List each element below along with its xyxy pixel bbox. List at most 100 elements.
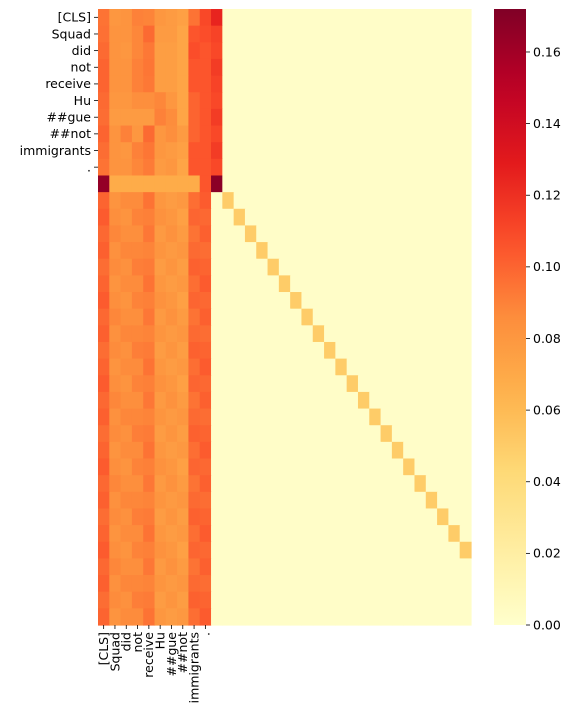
heatmap-cell xyxy=(211,375,223,393)
heatmap-cell xyxy=(244,458,257,476)
heatmap-cell xyxy=(188,341,201,360)
heatmap-cell xyxy=(346,441,359,460)
x-tick-label: immigrants xyxy=(186,632,201,703)
heatmap-cell xyxy=(391,58,404,77)
heatmap-cell xyxy=(244,341,257,360)
heatmap-cell xyxy=(391,158,404,177)
heatmap-cell xyxy=(256,508,269,526)
heatmap-cell xyxy=(120,275,133,293)
heatmap-cell xyxy=(414,425,427,443)
heatmap-cell xyxy=(267,25,280,43)
heatmap-cell xyxy=(154,525,167,543)
heatmap-cell xyxy=(357,375,370,393)
heatmap-cell xyxy=(357,158,370,177)
heatmap-cell xyxy=(403,58,416,77)
heatmap-cell xyxy=(222,558,235,576)
heatmap-cell xyxy=(425,441,438,460)
heatmap-cell xyxy=(403,42,416,60)
heatmap-cell xyxy=(109,42,122,60)
heatmap-cell xyxy=(301,75,314,93)
heatmap-cell xyxy=(211,258,223,276)
heatmap-cell xyxy=(256,341,269,360)
heatmap-cell xyxy=(165,75,178,93)
heatmap-cell xyxy=(131,525,144,543)
heatmap-cell xyxy=(346,508,359,526)
heatmap-cell xyxy=(109,125,122,143)
heatmap-cell xyxy=(177,75,190,93)
heatmap-cell xyxy=(222,391,235,410)
heatmap-cell xyxy=(425,308,438,326)
heatmap-cell xyxy=(120,158,133,177)
heatmap-cell xyxy=(380,525,393,543)
heatmap-cell xyxy=(188,158,201,177)
heatmap-cell xyxy=(414,125,427,143)
heatmap-cell xyxy=(199,25,212,43)
heatmap-cell xyxy=(256,591,269,609)
heatmap-cell xyxy=(448,175,461,193)
colorbar-tick-label: 0.16 xyxy=(533,44,561,59)
heatmap-cell xyxy=(369,475,382,493)
heatmap-cell xyxy=(177,441,190,460)
heatmap-cell xyxy=(154,575,167,593)
heatmap-cell xyxy=(109,375,122,393)
heatmap-cell xyxy=(369,491,382,510)
heatmap-cell xyxy=(324,108,336,127)
heatmap-cell xyxy=(391,408,404,426)
heatmap-cell xyxy=(177,25,190,43)
heatmap-cell xyxy=(199,125,212,143)
heatmap-cell xyxy=(267,341,280,360)
heatmap-cell xyxy=(335,525,348,543)
heatmap-cell xyxy=(324,25,336,43)
heatmap-cell xyxy=(154,325,167,343)
heatmap-cell xyxy=(425,292,438,310)
heatmap-cell xyxy=(380,391,393,410)
heatmap-cell xyxy=(188,75,201,93)
heatmap-cell xyxy=(437,9,449,27)
heatmap-cell xyxy=(120,142,133,160)
heatmap-cell xyxy=(109,292,122,310)
heatmap-cell xyxy=(437,92,449,110)
heatmap-cell xyxy=(459,242,472,260)
heatmap-cell xyxy=(278,375,291,393)
heatmap-cell xyxy=(233,325,246,343)
heatmap-cell xyxy=(301,9,314,27)
heatmap-cell xyxy=(177,325,190,343)
heatmap-cell xyxy=(391,441,404,460)
heatmap-cell xyxy=(357,491,370,510)
heatmap-cell xyxy=(380,591,393,609)
heatmap-cell xyxy=(403,391,416,410)
heatmap-cell xyxy=(109,591,122,609)
heatmap-cell xyxy=(335,58,348,77)
heatmap-cell xyxy=(199,441,212,460)
heatmap-cell xyxy=(391,175,404,193)
heatmap-cell xyxy=(414,242,427,260)
heatmap-cell xyxy=(244,608,257,626)
heatmap-cell xyxy=(437,292,449,310)
heatmap-cell xyxy=(165,525,178,543)
heatmap-cell xyxy=(301,341,314,360)
heatmap-cell xyxy=(222,458,235,476)
heatmap-cell xyxy=(222,575,235,593)
heatmap-cell xyxy=(143,475,156,493)
heatmap-cell xyxy=(324,341,336,360)
heatmap-cell xyxy=(177,92,190,110)
heatmap-cell xyxy=(98,142,110,160)
heatmap-cell xyxy=(267,608,280,626)
heatmap-cell xyxy=(403,341,416,360)
heatmap-cell xyxy=(188,525,201,543)
heatmap-cell xyxy=(459,491,472,510)
heatmap-cell xyxy=(380,125,393,143)
heatmap-cell xyxy=(267,441,280,460)
heatmap-cell xyxy=(425,75,438,93)
heatmap-cell xyxy=(188,441,201,460)
heatmap-cell xyxy=(290,308,303,326)
heatmap-cell xyxy=(120,591,133,609)
heatmap-cell xyxy=(301,242,314,260)
heatmap-cell xyxy=(143,292,156,310)
heatmap-cell xyxy=(188,575,201,593)
heatmap-cell xyxy=(290,591,303,609)
heatmap-cell xyxy=(143,258,156,276)
heatmap-cell xyxy=(346,358,359,376)
x-tick-label: ##gue xyxy=(164,632,179,677)
heatmap-cell xyxy=(301,358,314,376)
